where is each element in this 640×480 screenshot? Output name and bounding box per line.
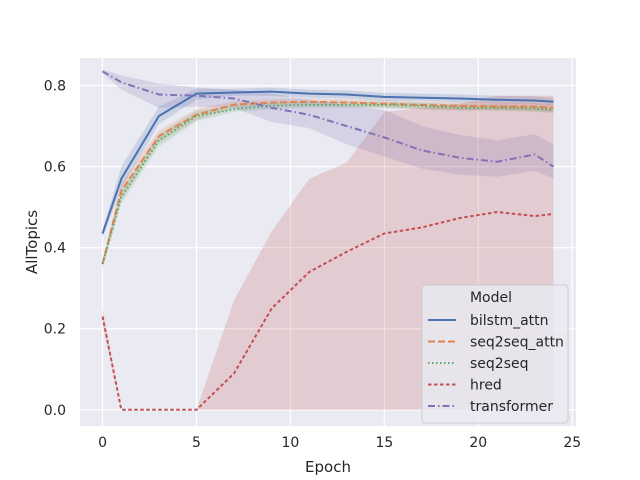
x-tick-label: 5 — [192, 435, 201, 451]
y-axis-ticks: 0.0 0.2 0.4 0.6 0.8 — [44, 79, 66, 419]
legend-label-bilstm_attn: bilstm_attn — [470, 313, 549, 329]
series-lines — [101, 70, 554, 411]
y-tick-label: 0.6 — [44, 160, 66, 176]
x-tick-label: 20 — [469, 435, 487, 451]
series-line-transformer — [102, 70, 554, 168]
legend-items: bilstm_attn seq2seq_attn seq2seq hred transf… — [428, 313, 564, 415]
y-axis-label: AllTopics — [23, 210, 41, 274]
grid-lines — [80, 58, 576, 426]
y-tick-label: 0.8 — [44, 79, 66, 95]
series-line-bilstm_attn — [101, 90, 554, 234]
x-axis-label: Epoch — [305, 458, 351, 476]
x-tick-label: 25 — [563, 435, 581, 451]
legend-label-transformer: transformer — [470, 399, 553, 415]
legend-label-hred: hred — [470, 378, 502, 394]
x-axis-ticks: 0 5 10 15 20 25 — [98, 435, 581, 451]
legend-title: Model — [470, 290, 512, 306]
series-line-seq2seq_attn — [101, 100, 554, 265]
x-tick-label: 15 — [375, 435, 393, 451]
legend-frame — [421, 284, 569, 424]
series-line-seq2seq — [101, 104, 554, 265]
series-line-hred — [101, 211, 554, 411]
ci-band-bilstm_attn — [102, 87, 554, 238]
y-tick-label: 0.0 — [44, 403, 66, 419]
legend-label-seq2seq: seq2seq — [470, 356, 529, 372]
legend: Model bilstm_attn seq2seq_attn seq2seq hred… — [421, 284, 569, 424]
y-tick-label: 0.2 — [44, 322, 66, 338]
x-tick-label: 0 — [98, 435, 107, 451]
y-tick-label: 0.4 — [44, 241, 66, 257]
legend-label-seq2seq_attn: seq2seq_attn — [470, 335, 564, 351]
x-tick-label: 10 — [282, 435, 300, 451]
